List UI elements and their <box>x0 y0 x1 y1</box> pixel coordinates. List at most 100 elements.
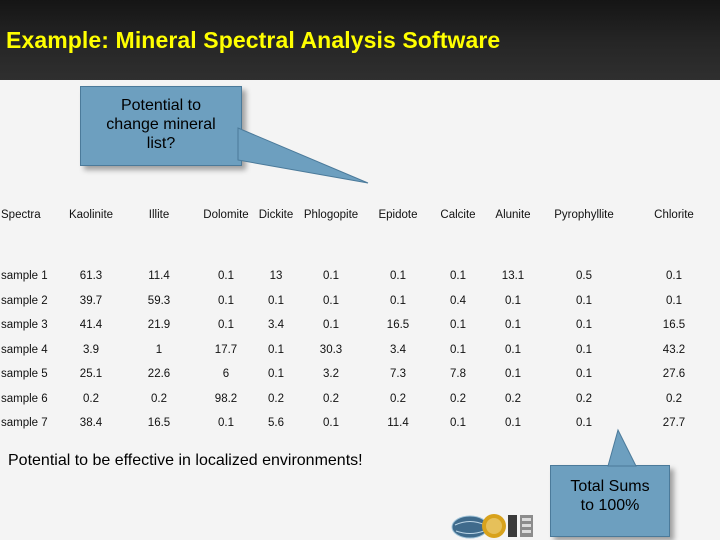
table-cell: 0.1 <box>576 319 592 332</box>
table-cell: 39.7 <box>79 294 103 307</box>
table-row: sample 6 0.2 0.2 98.2 0.2 0.2 0.2 0.2 0.2 0.2 0.2 <box>0 387 720 412</box>
table-cell: 0.1 <box>505 294 521 307</box>
table-cell: 16.5 <box>662 319 686 332</box>
table-cell: 0.1 <box>505 368 521 381</box>
table-cell: 0.2 <box>83 392 99 405</box>
table-cell: 0.1 <box>450 343 466 356</box>
table-row: sample 7 38.4 16.5 0.1 5.6 0.1 11.4 0.1 0.1 0.1 27… <box>0 411 720 436</box>
table-cell: 59.3 <box>147 294 171 307</box>
table-row: sample 2 39.7 59.3 0.1 0.1 0.1 0.1 0.4 0.1 0.1 0.1 <box>0 289 720 314</box>
note-text: Potential to be effective in localized e… <box>8 452 363 469</box>
callout-mineral-list-text: Potential to change mineral list? <box>80 96 242 153</box>
table-header-row: Spectra Kaolinite Illite Dolomite Dickit… <box>0 195 720 247</box>
table-cell: 16.5 <box>386 319 410 332</box>
table-cell: 41.4 <box>79 319 103 332</box>
table-cell: 21.9 <box>147 319 171 332</box>
header-dolomite: Dolomite <box>203 209 249 221</box>
table-cell: 30.3 <box>319 343 343 356</box>
table-cell: 43.2 <box>662 343 686 356</box>
table-cell: 0.1 <box>450 270 466 283</box>
sample-label: sample 1 <box>1 270 48 283</box>
sample-label: sample 7 <box>1 417 48 430</box>
table-cell: 3.4 <box>268 319 284 332</box>
table-row: sample 5 25.1 22.6 6 0.1 3.2 7.3 7.8 0.1 0.1 27.6 <box>0 362 720 387</box>
table-row: sample 4 3.9 1 17.7 0.1 30.3 3.4 0.1 0.1 0.1 43.2 <box>0 338 720 363</box>
table-cell: 27.6 <box>662 368 686 381</box>
callout-mineral-list <box>80 86 242 166</box>
table-cell: 7.8 <box>450 368 466 381</box>
table-cell: 0.1 <box>218 294 234 307</box>
callout-line: change mineral <box>106 116 216 133</box>
table-cell: 0.1 <box>450 319 466 332</box>
table-cell: 0.1 <box>218 319 234 332</box>
table-cell: 0.1 <box>323 319 339 332</box>
title-bar: Example: Mineral Spectral Analysis Softw… <box>0 0 720 80</box>
table-cell: 7.3 <box>390 368 406 381</box>
table-body: sample 1 61.3 11.4 0.1 13 0.1 0.1 0.1 13.1 0.5 0.1… <box>0 264 720 436</box>
table-cell: 0.1 <box>218 270 234 283</box>
table-cell: 6 <box>222 368 230 381</box>
table-cell: 17.7 <box>214 343 238 356</box>
sample-label: sample 2 <box>1 294 48 307</box>
table-cell: 0.1 <box>450 417 466 430</box>
sample-label: sample 5 <box>1 368 48 381</box>
table-cell: 0.1 <box>323 294 339 307</box>
table-cell: 0.1 <box>390 294 406 307</box>
callout-total-sums-text: Total Sums to 100% <box>550 477 670 515</box>
callout-line: to 100% <box>580 497 640 514</box>
table-cell: 11.4 <box>148 270 170 283</box>
table-cell: 0.4 <box>450 294 466 307</box>
header-calcite: Calcite <box>440 209 476 221</box>
header-epidote: Epidote <box>378 209 418 221</box>
table-cell: 0.1 <box>268 343 284 356</box>
table-cell: 61.3 <box>79 270 103 283</box>
table-cell: 0.2 <box>151 392 167 405</box>
table-cell: 13.1 <box>501 270 525 283</box>
table-cell: 0.1 <box>666 294 682 307</box>
table-cell: 0.1 <box>268 294 284 307</box>
table-cell: 0.1 <box>390 270 406 283</box>
table-cell: 0.1 <box>576 417 592 430</box>
table-cell: 27.7 <box>662 417 686 430</box>
table-cell: 38.4 <box>79 417 103 430</box>
table-row: sample 1 61.3 11.4 0.1 13 0.1 0.1 0.1 13.1 0.5 0.1 <box>0 264 720 289</box>
table-cell: 0.1 <box>505 319 521 332</box>
header-spectra: Spectra <box>1 209 41 221</box>
header-pyrophyllite: Pyrophyllite <box>554 209 614 221</box>
table-cell: 0.1 <box>218 417 234 430</box>
table-cell: 13 <box>269 270 283 283</box>
table-cell: 0.2 <box>323 392 339 405</box>
table-cell: 0.2 <box>505 392 521 405</box>
sample-label: sample 6 <box>1 392 48 405</box>
table-cell: 16.5 <box>147 417 171 430</box>
table-cell: 5.6 <box>268 417 284 430</box>
header-phlogopite: Phlogopite <box>303 209 359 221</box>
table-cell: 0.1 <box>323 417 339 430</box>
table-cell: 0.1 <box>323 270 339 283</box>
table-cell: 0.1 <box>505 417 521 430</box>
table-cell: 11.4 <box>387 417 409 430</box>
mineral-table: Spectra Kaolinite Illite Dolomite Dickit… <box>0 195 720 436</box>
sample-label: sample 4 <box>1 343 48 356</box>
table-cell: 0.2 <box>450 392 466 405</box>
callout-line: list? <box>146 135 176 152</box>
table-cell: 25.1 <box>79 368 103 381</box>
table-cell: 0.5 <box>576 270 592 283</box>
slide-title: Example: Mineral Spectral Analysis Softw… <box>6 27 501 53</box>
table-row: sample 3 41.4 21.9 0.1 3.4 0.1 16.5 0.1 0.1 0.1 16… <box>0 313 720 338</box>
table-cell: 0.1 <box>268 368 284 381</box>
table-cell: 3.4 <box>390 343 406 356</box>
header-illite: Illite <box>148 209 170 221</box>
table-cell: 0.2 <box>268 392 284 405</box>
table-cell: 3.2 <box>323 368 339 381</box>
table-cell: 0.2 <box>390 392 406 405</box>
header-alunite: Alunite <box>495 209 531 221</box>
table-cell: 98.2 <box>214 392 238 405</box>
callout-line: Potential to <box>120 97 202 114</box>
header-chlorite: Chlorite <box>654 209 694 221</box>
table-cell: 3.9 <box>83 343 99 356</box>
sample-label: sample 3 <box>1 319 48 332</box>
globe-logo-icon <box>451 514 533 539</box>
header-dickite: Dickite <box>258 209 294 221</box>
